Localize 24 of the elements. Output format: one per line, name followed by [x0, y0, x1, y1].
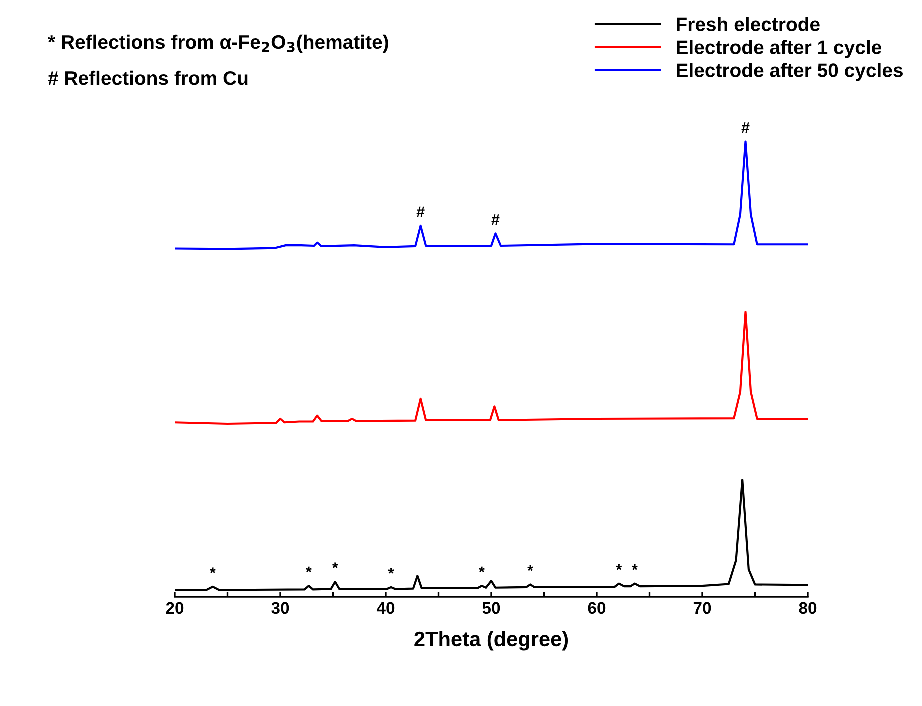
annotation: * [388, 568, 394, 574]
x-tick-label: 80 [799, 602, 817, 614]
annotation: * [616, 564, 622, 570]
x-tick-label: 50 [482, 602, 500, 614]
annotation: * [479, 566, 485, 573]
x-tick-label: 40 [376, 602, 395, 614]
annotation: * [332, 562, 338, 568]
annotation: * [528, 565, 534, 572]
annotation: # [742, 122, 750, 134]
legend-label: Electrode after 50 cycles [677, 63, 903, 82]
annotation: * [210, 568, 216, 574]
annotation: * [632, 564, 638, 570]
x-tick-label: 60 [588, 602, 606, 614]
x-tick-label: 30 [272, 602, 290, 614]
x-tick-label: 20 [166, 602, 184, 614]
annotation: * [306, 566, 312, 573]
x-axis-title: 2Theta (degree) [414, 631, 568, 651]
annotation: # [492, 214, 500, 225]
legend-label: Fresh electrode [677, 17, 820, 32]
annotation: # [416, 206, 425, 218]
x-tick-label: 70 [694, 602, 712, 614]
text: * Reflections from α-Fe$_{2}$O$_{3}$(hematite) [48, 34, 388, 53]
text: # Reflections from Cu [48, 70, 248, 86]
legend-label: Electrode after 1 cycle [677, 40, 882, 58]
